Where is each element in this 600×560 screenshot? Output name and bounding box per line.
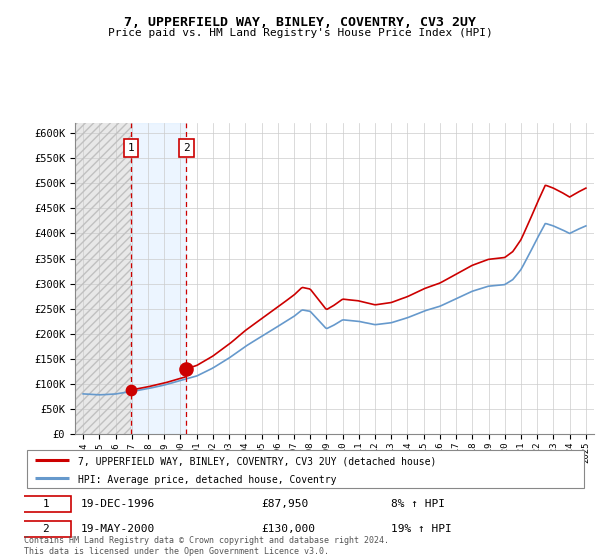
Bar — [131, 123, 187, 434]
Point — [126, 385, 136, 394]
Text: 2: 2 — [43, 524, 49, 534]
Bar — [75, 123, 131, 434]
FancyBboxPatch shape — [21, 521, 71, 537]
Text: 19-DEC-1996: 19-DEC-1996 — [80, 498, 155, 508]
Text: 7, UPPERFIELD WAY, BINLEY, COVENTRY, CV3 2UY (detached house): 7, UPPERFIELD WAY, BINLEY, COVENTRY, CV3… — [77, 456, 436, 466]
Text: 8% ↑ HPI: 8% ↑ HPI — [391, 498, 445, 508]
Text: 19% ↑ HPI: 19% ↑ HPI — [391, 524, 451, 534]
Text: Contains HM Land Registry data © Crown copyright and database right 2024.
This d: Contains HM Land Registry data © Crown c… — [24, 536, 389, 556]
Text: HPI: Average price, detached house, Coventry: HPI: Average price, detached house, Cove… — [77, 475, 336, 485]
Text: Price paid vs. HM Land Registry's House Price Index (HPI): Price paid vs. HM Land Registry's House … — [107, 28, 493, 38]
Point — [182, 365, 191, 374]
Text: 1: 1 — [128, 143, 134, 153]
Text: £87,950: £87,950 — [261, 498, 308, 508]
Text: 2: 2 — [183, 143, 190, 153]
Text: 7, UPPERFIELD WAY, BINLEY, COVENTRY, CV3 2UY: 7, UPPERFIELD WAY, BINLEY, COVENTRY, CV3… — [124, 16, 476, 29]
FancyBboxPatch shape — [27, 450, 584, 488]
Text: 19-MAY-2000: 19-MAY-2000 — [80, 524, 155, 534]
FancyBboxPatch shape — [21, 496, 71, 511]
Text: 1: 1 — [43, 498, 49, 508]
Text: £130,000: £130,000 — [261, 524, 315, 534]
Bar — [75, 123, 131, 434]
